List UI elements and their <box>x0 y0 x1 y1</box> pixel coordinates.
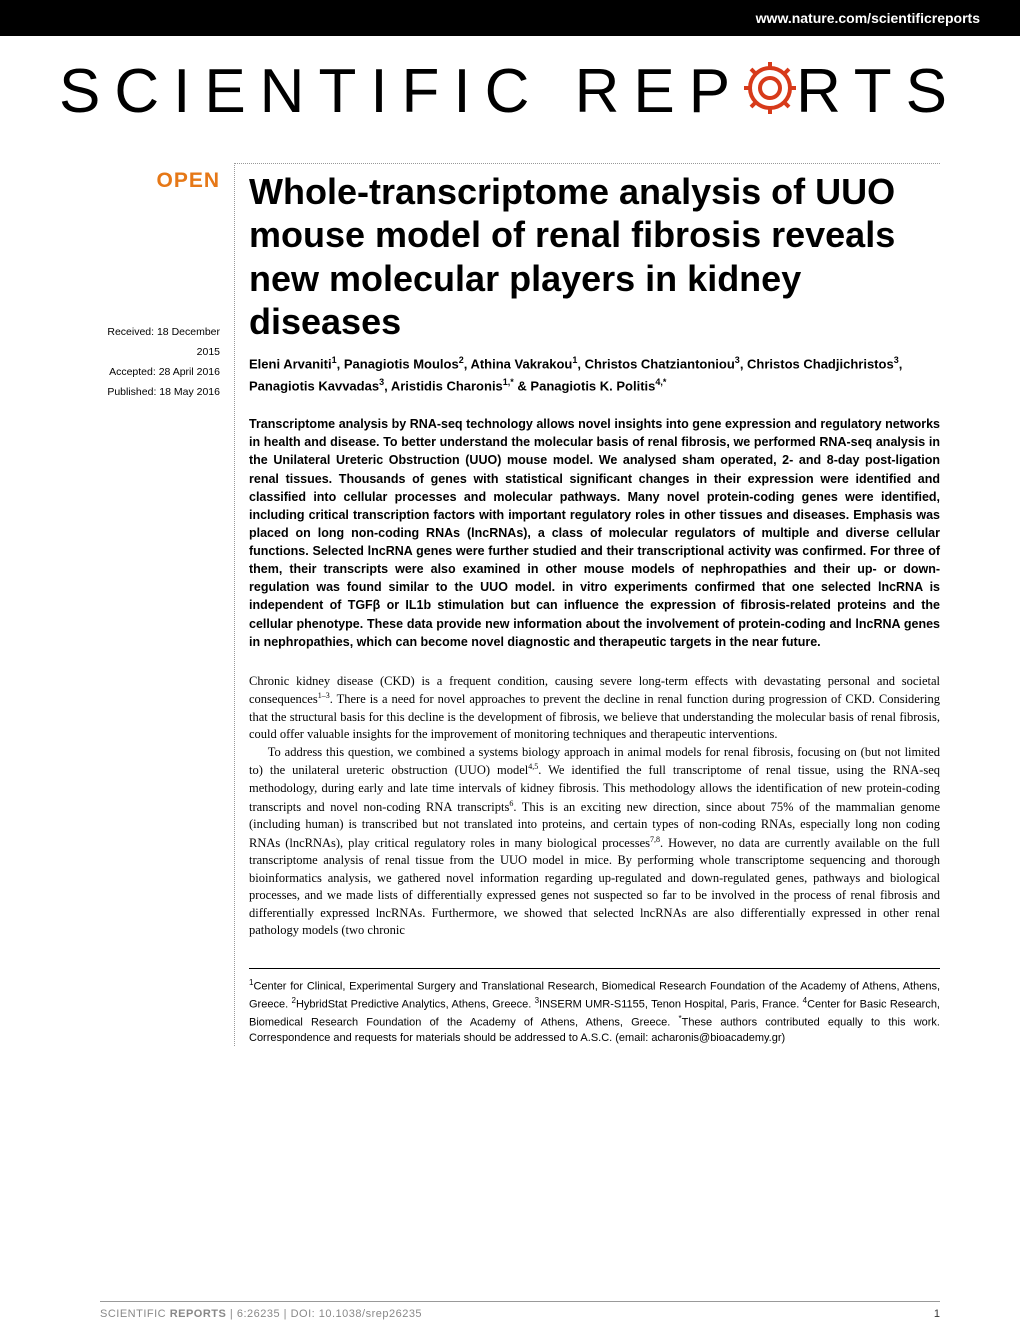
journal-logo: SCIENTIFIC REP RTS <box>0 36 1020 163</box>
header-url: www.nature.com/scientificreports <box>756 10 980 26</box>
left-column: OPEN Received: 18 December 2015 Accepted… <box>100 163 235 1046</box>
page-number: 1 <box>934 1308 940 1320</box>
paper-title: Whole-transcriptome analysis of UUO mous… <box>249 170 940 343</box>
authors-list: Eleni Arvaniti1, Panagiotis Moulos2, Ath… <box>249 353 940 397</box>
footer: SCIENTIFIC REPORTS | 6:26235 | DOI: 10.1… <box>0 1301 1020 1320</box>
date-published: Published: 18 May 2016 <box>100 383 220 403</box>
date-received: Received: 18 December 2015 <box>100 323 220 363</box>
content-wrapper: OPEN Received: 18 December 2015 Accepted… <box>0 163 1020 1046</box>
logo-text-2: REP <box>575 57 744 126</box>
header-bar: www.nature.com/scientificreports <box>0 0 1020 36</box>
article-dates: Received: 18 December 2015 Accepted: 28 … <box>100 323 220 403</box>
footer-journal: SCIENTIFIC <box>100 1308 166 1320</box>
gear-icon <box>740 58 800 133</box>
affiliations: 1Center for Clinical, Experimental Surge… <box>249 968 940 1047</box>
footer-citation: SCIENTIFIC REPORTS | 6:26235 | DOI: 10.1… <box>100 1308 422 1320</box>
body-paragraph-2: To address this question, we combined a … <box>249 744 940 940</box>
body-text: Chronic kidney disease (CKD) is a freque… <box>249 673 940 940</box>
right-column: Whole-transcriptome analysis of UUO mous… <box>235 163 940 1046</box>
body-paragraph-1: Chronic kidney disease (CKD) is a freque… <box>249 673 940 744</box>
open-badge: OPEN <box>100 163 220 193</box>
logo-text-1: SCIENTIFIC <box>59 57 543 126</box>
logo-text-3: RTS <box>796 57 961 126</box>
footer-reports: REPORTS <box>170 1308 227 1320</box>
date-accepted: Accepted: 28 April 2016 <box>100 363 220 383</box>
abstract: Transcriptome analysis by RNA-seq techno… <box>249 415 940 651</box>
footer-doi: | 6:26235 | DOI: 10.1038/srep26235 <box>226 1308 422 1320</box>
